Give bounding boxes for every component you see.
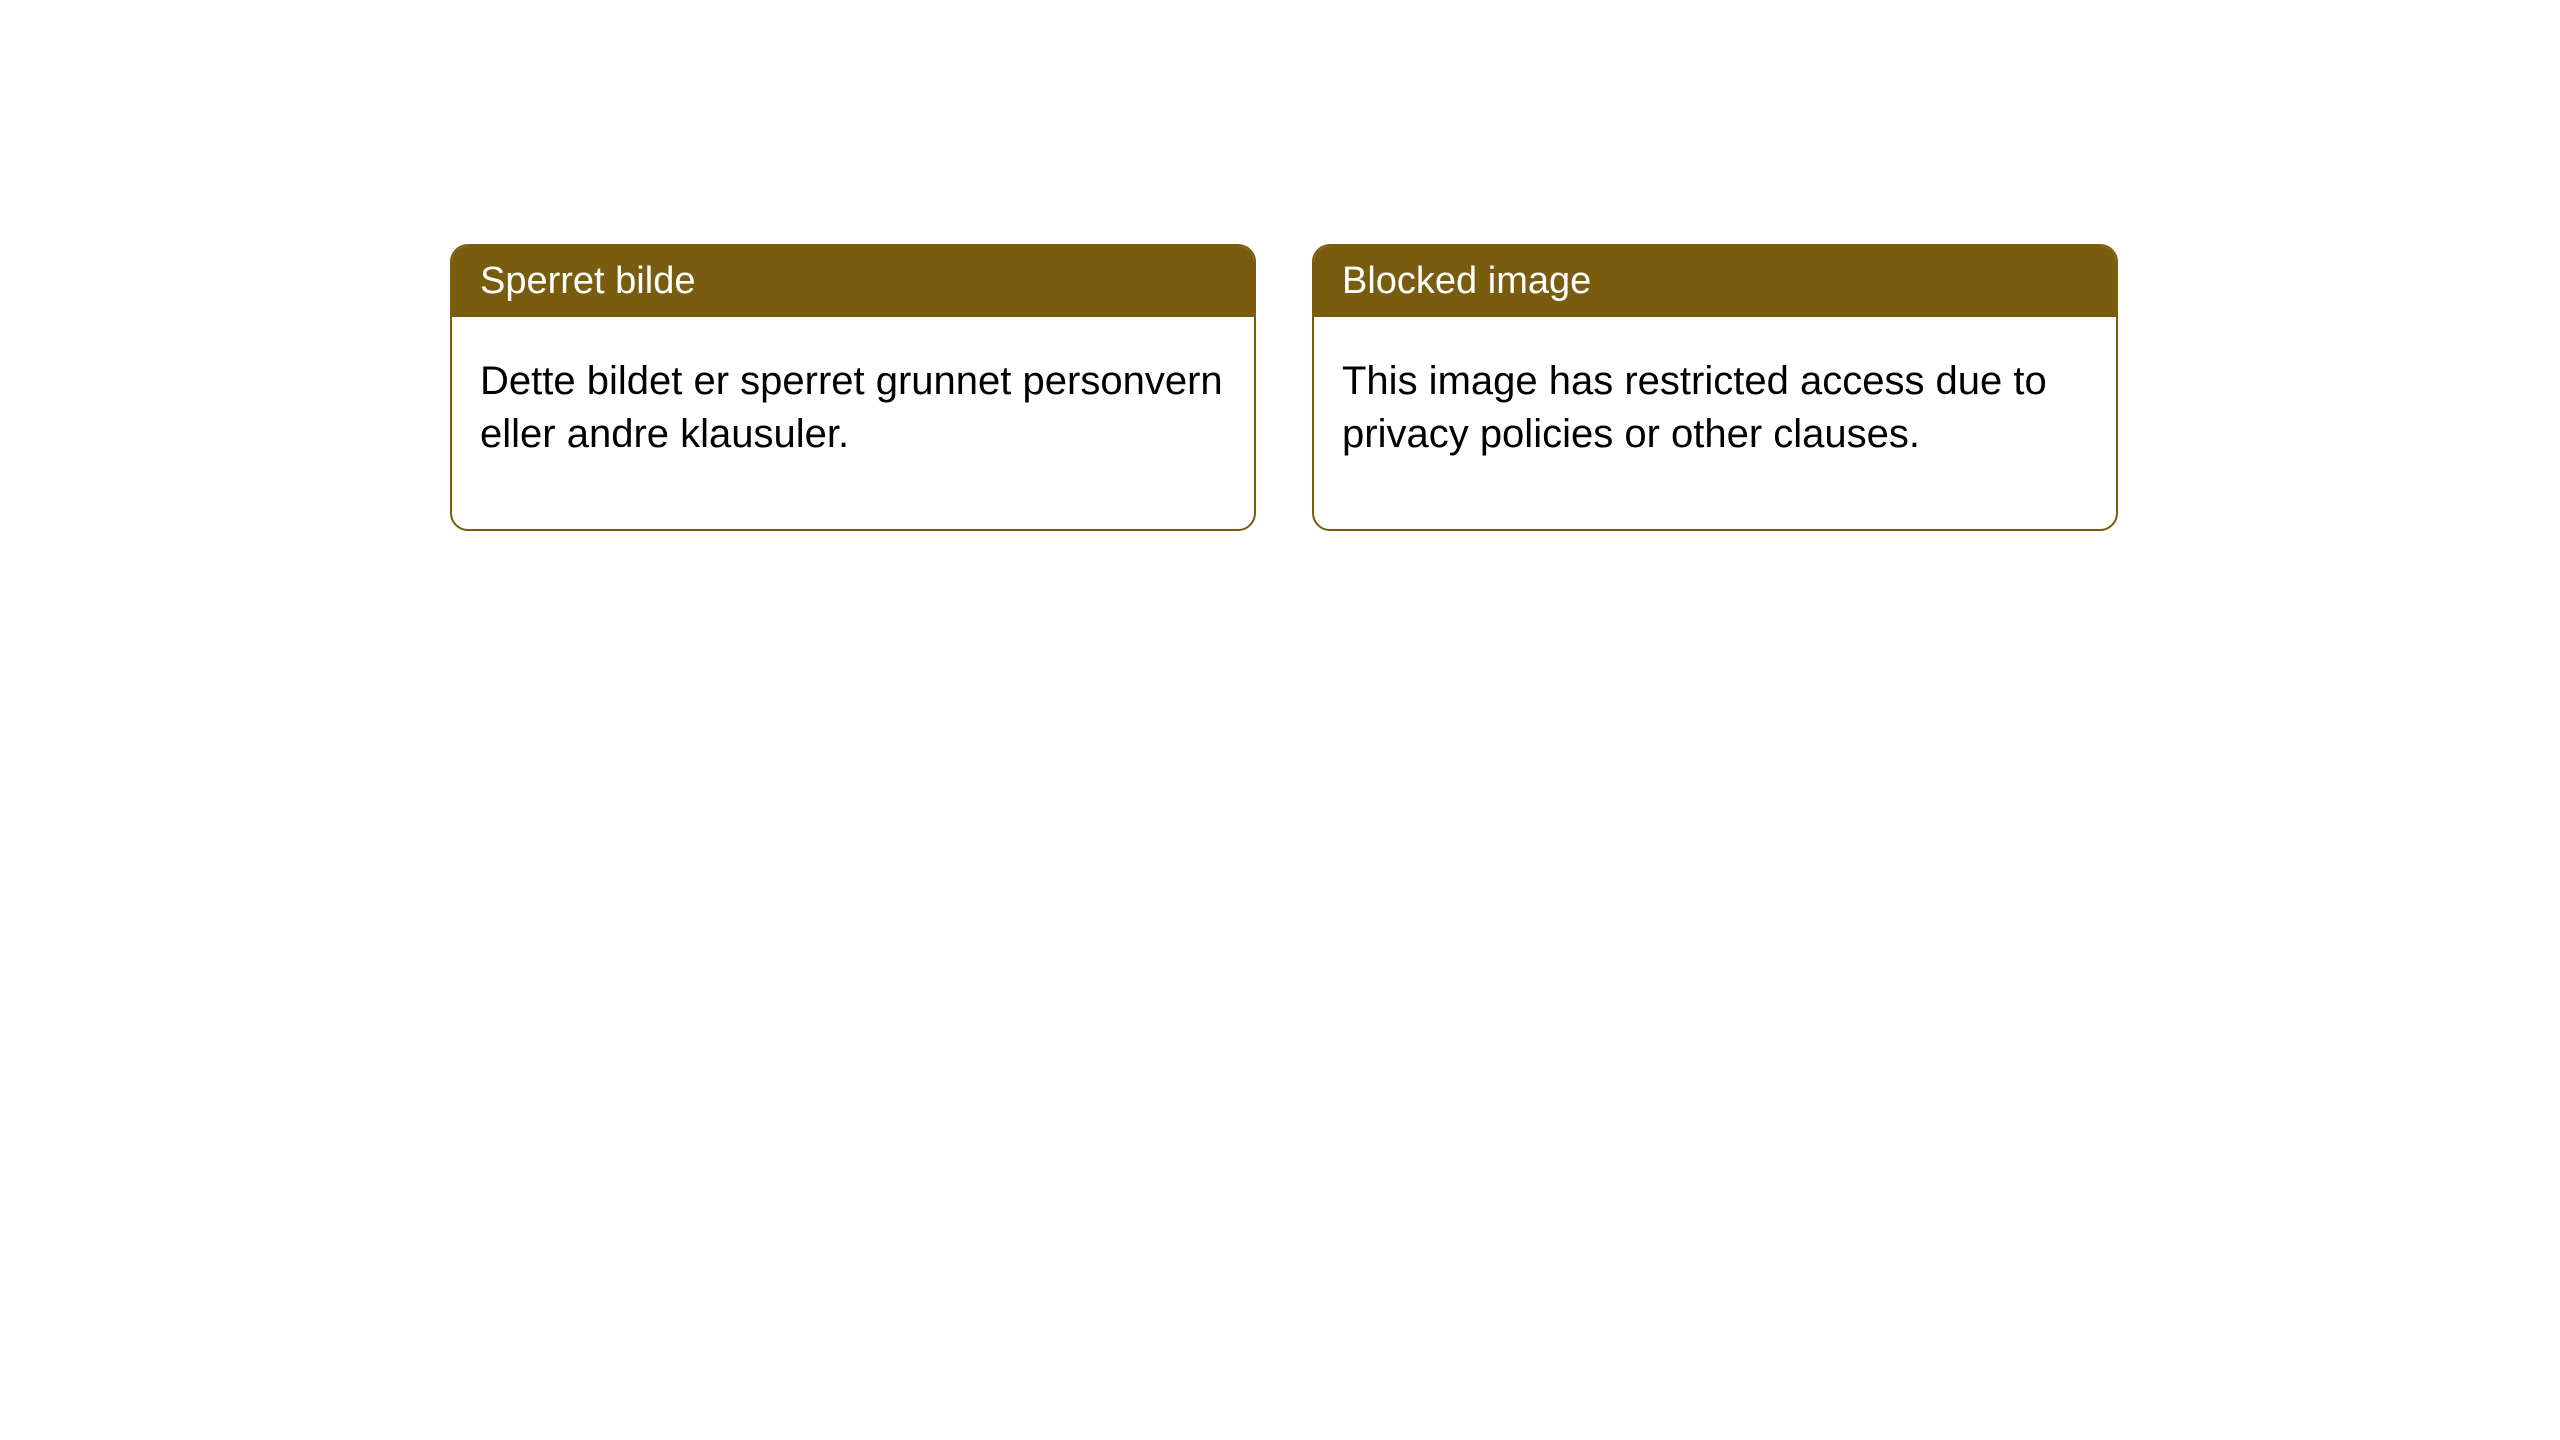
notice-header: Blocked image: [1314, 246, 2116, 317]
notice-box-english: Blocked image This image has restricted …: [1312, 244, 2118, 531]
notice-container: Sperret bilde Dette bildet er sperret gr…: [450, 244, 2118, 531]
notice-box-norwegian: Sperret bilde Dette bildet er sperret gr…: [450, 244, 1256, 531]
notice-title: Sperret bilde: [480, 260, 695, 302]
notice-body: Dette bildet er sperret grunnet personve…: [452, 317, 1254, 529]
notice-body-text: Dette bildet er sperret grunnet personve…: [480, 359, 1223, 456]
notice-header: Sperret bilde: [452, 246, 1254, 317]
notice-title: Blocked image: [1342, 260, 1591, 302]
notice-body-text: This image has restricted access due to …: [1342, 359, 2047, 456]
notice-body: This image has restricted access due to …: [1314, 317, 2116, 529]
